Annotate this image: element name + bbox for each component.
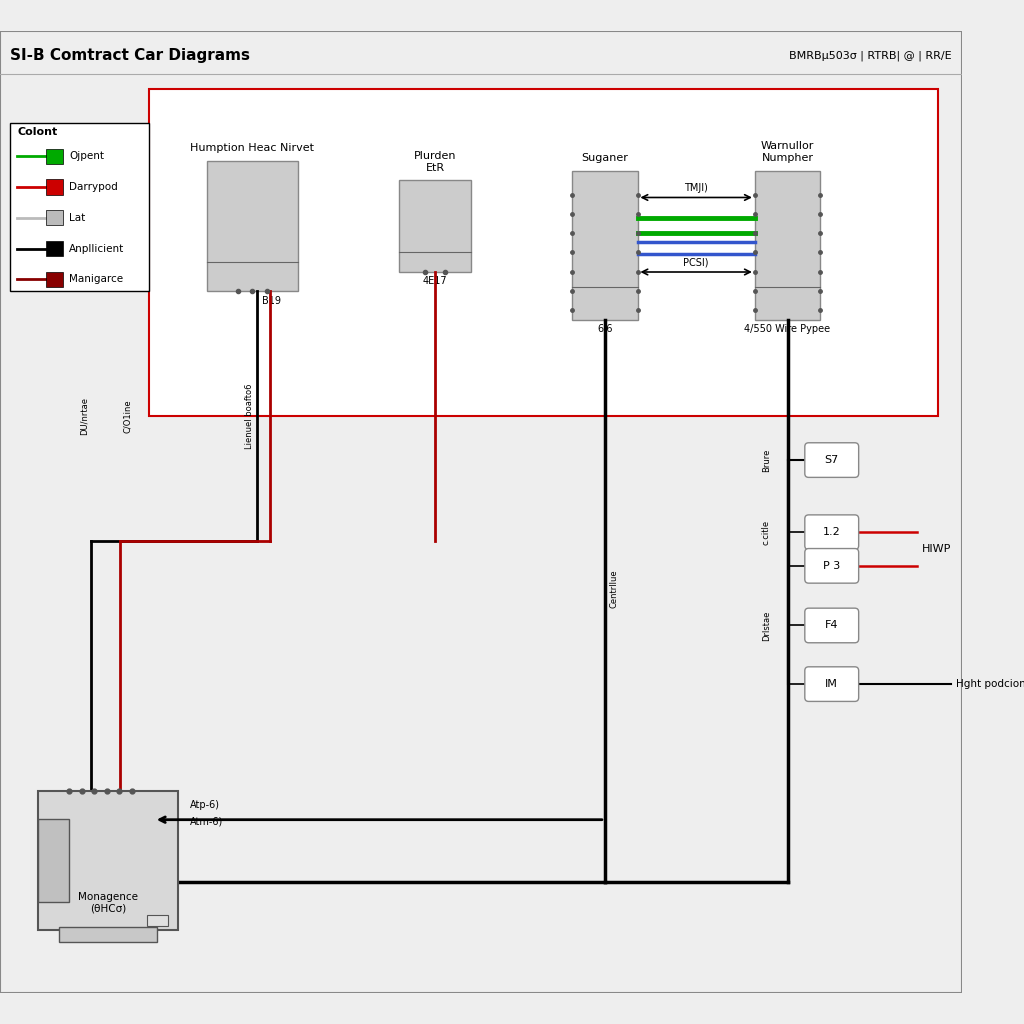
Text: PCSI): PCSI) <box>683 257 709 267</box>
Text: D: A/nae: D: A/nae <box>53 246 62 279</box>
Bar <box>59 928 157 942</box>
Text: IM: IM <box>825 679 839 689</box>
Bar <box>46 210 63 225</box>
Text: 1.2: 1.2 <box>823 527 841 538</box>
Text: Centrllue: Centrllue <box>610 569 618 608</box>
Text: Colont: Colont <box>17 127 57 137</box>
Text: Plurden
EtR: Plurden EtR <box>414 151 457 173</box>
Text: Warnullor
Numpher: Warnullor Numpher <box>761 141 814 163</box>
FancyBboxPatch shape <box>805 667 859 701</box>
Bar <box>207 161 298 291</box>
Text: HIWP: HIWP <box>923 544 951 554</box>
Bar <box>39 791 178 930</box>
Text: DU/nrtae: DU/nrtae <box>79 397 88 435</box>
Text: Drlstae: Drlstae <box>762 610 771 641</box>
Text: BMRBµ503σ | RTRB| @ | RR/E: BMRBµ503σ | RTRB| @ | RR/E <box>790 50 952 60</box>
Text: Hght podcion: Hght podcion <box>955 679 1024 689</box>
Text: Brure: Brure <box>762 449 771 472</box>
Text: B19: B19 <box>262 296 281 305</box>
Text: QZ3O3110: QZ3O3110 <box>68 242 77 283</box>
FancyBboxPatch shape <box>805 549 859 583</box>
Bar <box>46 148 63 164</box>
Text: SI-B Comtract Car Diagrams: SI-B Comtract Car Diagrams <box>9 48 250 62</box>
Text: Sccrinrnt: Sccrinrnt <box>82 245 91 280</box>
Bar <box>755 171 820 319</box>
Bar <box>150 89 938 416</box>
Text: Lienuel boafto6: Lienuel boafto6 <box>245 383 254 449</box>
Text: 4E17: 4E17 <box>423 276 447 287</box>
FancyBboxPatch shape <box>805 515 859 550</box>
Text: F4: F4 <box>825 621 839 631</box>
Text: G,nllctcee: G,nllctcee <box>106 243 115 282</box>
Bar <box>39 819 70 902</box>
Text: c.citle: c.citle <box>762 519 771 545</box>
FancyBboxPatch shape <box>805 608 859 643</box>
Text: Atm-6): Atm-6) <box>190 816 223 826</box>
FancyBboxPatch shape <box>805 442 859 477</box>
Text: 4/550 Wire Pypee: 4/550 Wire Pypee <box>744 325 830 335</box>
Bar <box>399 180 471 271</box>
Text: Humption Heac Nirvet: Humption Heac Nirvet <box>190 143 314 154</box>
Bar <box>46 179 63 195</box>
Bar <box>46 241 63 256</box>
Text: Suganer: Suganer <box>582 153 629 163</box>
Text: Atp-6): Atp-6) <box>190 801 220 810</box>
Text: Lat: Lat <box>70 213 85 223</box>
Bar <box>46 271 63 287</box>
Text: Darrypod: Darrypod <box>70 182 118 191</box>
Bar <box>572 171 638 319</box>
Text: Monagence
(θHCσ): Monagence (θHCσ) <box>78 892 138 913</box>
Text: Manigarce: Manigarce <box>70 274 123 285</box>
Text: P 3: P 3 <box>823 561 841 570</box>
Text: TMJI): TMJI) <box>684 182 708 193</box>
Bar <box>147 914 168 926</box>
Text: 6:6: 6:6 <box>597 325 612 335</box>
Text: S7: S7 <box>824 455 839 465</box>
Bar <box>9 123 150 291</box>
Text: Ojpent: Ojpent <box>70 152 104 161</box>
Text: C/O1ine: C/O1ine <box>123 399 132 433</box>
Text: Anpllicient: Anpllicient <box>70 244 125 254</box>
